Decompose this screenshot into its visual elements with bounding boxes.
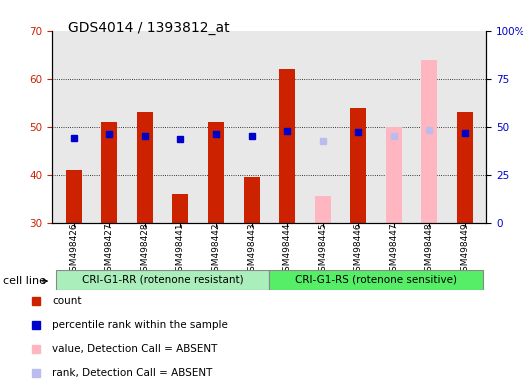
Bar [173,194,188,223]
Text: GSM498443: GSM498443 [247,223,256,277]
Text: count: count [52,296,82,306]
Text: GSM498446: GSM498446 [354,223,363,277]
Text: GSM498441: GSM498441 [176,223,185,277]
Text: value, Detection Call = ABSENT: value, Detection Call = ABSENT [52,344,218,354]
Bar [66,170,82,223]
Text: GSM498427: GSM498427 [105,223,113,277]
Bar [208,122,224,223]
Bar [137,112,153,223]
Text: GSM498442: GSM498442 [211,223,221,277]
Bar [422,60,437,223]
Text: rank, Detection Call = ABSENT: rank, Detection Call = ABSENT [52,368,212,378]
Text: CRI-G1-RS (rotenone sensitive): CRI-G1-RS (rotenone sensitive) [295,275,457,285]
Bar [244,177,259,223]
Text: GSM498444: GSM498444 [282,223,292,277]
Bar [101,122,117,223]
Text: percentile rank within the sample: percentile rank within the sample [52,320,228,330]
Bar [279,69,295,223]
Bar [386,127,402,223]
Text: GSM498449: GSM498449 [461,223,470,277]
Bar [269,270,483,290]
Text: GDS4014 / 1393812_at: GDS4014 / 1393812_at [68,21,230,35]
Text: GSM498448: GSM498448 [425,223,434,277]
Bar [457,112,473,223]
Text: GSM498445: GSM498445 [318,223,327,277]
Bar [350,108,366,223]
Text: cell line: cell line [3,276,46,286]
Bar [315,196,331,223]
Text: GSM498428: GSM498428 [140,223,149,277]
Bar [56,270,269,290]
Text: GSM498447: GSM498447 [390,223,399,277]
Text: GSM498426: GSM498426 [69,223,78,277]
Text: CRI-G1-RR (rotenone resistant): CRI-G1-RR (rotenone resistant) [82,275,243,285]
